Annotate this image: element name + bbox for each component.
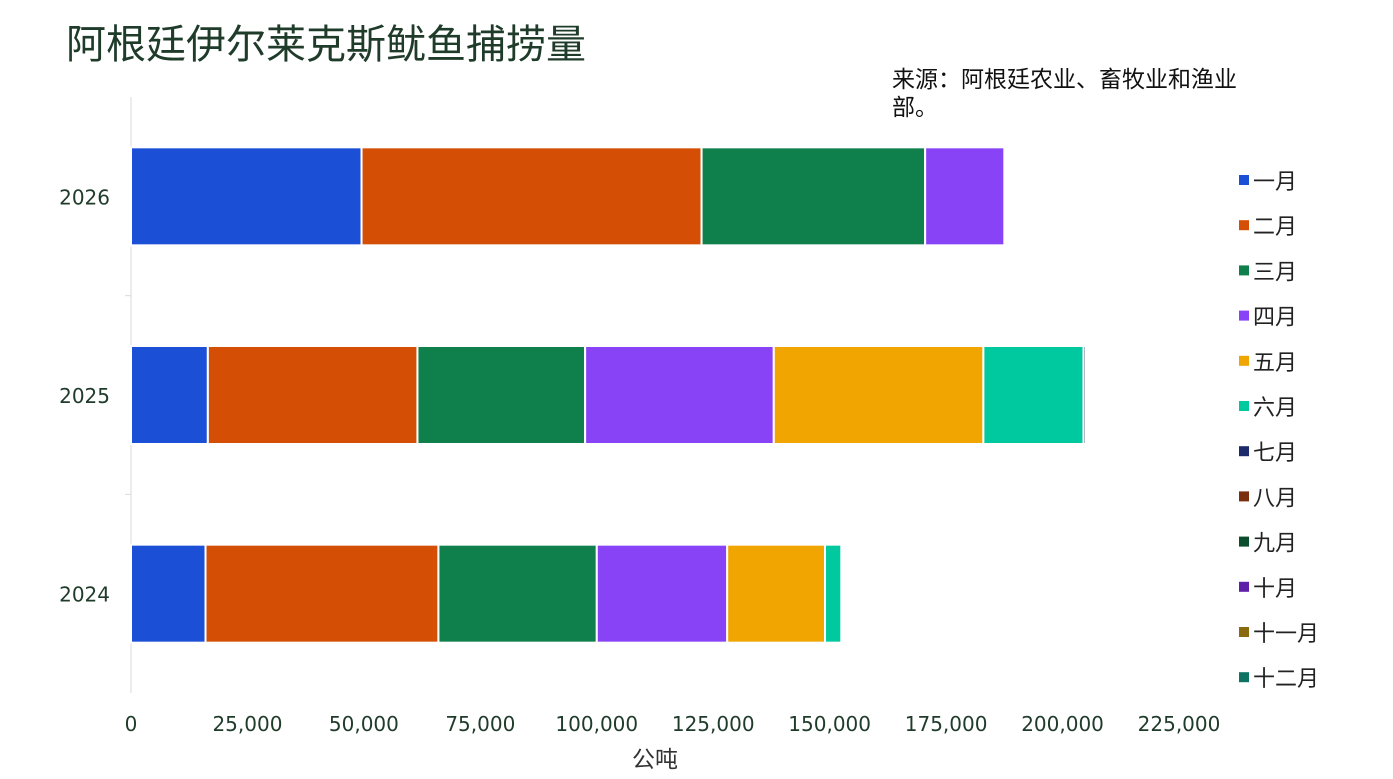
bar-segment: [584, 345, 775, 445]
legend-swatch: [1239, 401, 1249, 411]
bar-segment: [360, 146, 703, 247]
y-tick-label: 2026: [59, 185, 110, 209]
x-tick-label: 0: [125, 712, 138, 736]
bars-layer: [130, 146, 1087, 644]
bar-segment: [824, 543, 843, 644]
legend-label: 九月: [1253, 532, 1297, 557]
legend-swatch: [1239, 355, 1249, 366]
legend-label: 十二月: [1253, 667, 1319, 692]
x-axis-label: 公吨: [632, 747, 678, 773]
legend-label: 十一月: [1253, 622, 1319, 647]
x-tick-label: 175,000: [905, 712, 988, 736]
y-tick-label: 2025: [59, 384, 110, 408]
legend-label: 三月: [1253, 260, 1297, 285]
y-tick-label: 2024: [59, 583, 110, 607]
x-tick-label: 150,000: [788, 712, 871, 736]
legend-swatch: [1239, 220, 1249, 231]
x-tick-label: 225,000: [1138, 712, 1221, 736]
bar-segment: [595, 543, 729, 644]
bar-segment: [416, 345, 587, 445]
bar-segment: [772, 345, 985, 445]
bar-segment: [437, 543, 598, 644]
legend-swatch: [1239, 581, 1249, 592]
legend-label: 七月: [1253, 441, 1297, 466]
x-tick-label: 50,000: [329, 712, 399, 736]
source-note: 来源：阿根廷农业、畜牧业和渔业部。: [892, 67, 1237, 121]
bar-segment: [206, 345, 419, 445]
legend-swatch: [1239, 672, 1249, 683]
bar-segment: [700, 146, 927, 247]
bar-segment: [204, 543, 440, 644]
bar-segment: [982, 345, 1085, 445]
legend-label: 一月: [1253, 170, 1297, 195]
x-tick-label: 100,000: [555, 712, 638, 736]
bar-segment: [130, 146, 363, 247]
legend-label: 十月: [1253, 577, 1297, 602]
legend-swatch: [1239, 627, 1249, 637]
x-tick-label: 75,000: [445, 712, 515, 736]
x-tick-label: 25,000: [212, 712, 282, 736]
legend-label: 四月: [1253, 306, 1297, 331]
legend-swatch: [1239, 310, 1249, 321]
legend-label: 六月: [1253, 396, 1297, 421]
legend-label: 八月: [1253, 486, 1297, 511]
bar-segment: [130, 345, 209, 445]
bar-segment: [924, 146, 1006, 247]
legend-swatch: [1239, 265, 1249, 276]
bar-segment: [1082, 345, 1087, 445]
legend-label: 五月: [1253, 351, 1297, 376]
x-tick-label: 125,000: [672, 712, 755, 736]
x-tick-label: 200,000: [1021, 712, 1104, 736]
legend-swatch: [1239, 175, 1249, 185]
legend-swatch: [1239, 536, 1249, 547]
bar-segment: [130, 543, 207, 644]
chart-title: 阿根廷伊尔莱克斯鱿鱼捕捞量: [66, 22, 586, 68]
legend-swatch: [1239, 446, 1249, 457]
legend-label: 二月: [1253, 215, 1297, 240]
legend-swatch: [1239, 491, 1249, 502]
bar-segment: [726, 543, 827, 644]
axis-layer: 0 25,000 50,000 75,000 100,000 125,000 150,000…: [59, 97, 1220, 773]
